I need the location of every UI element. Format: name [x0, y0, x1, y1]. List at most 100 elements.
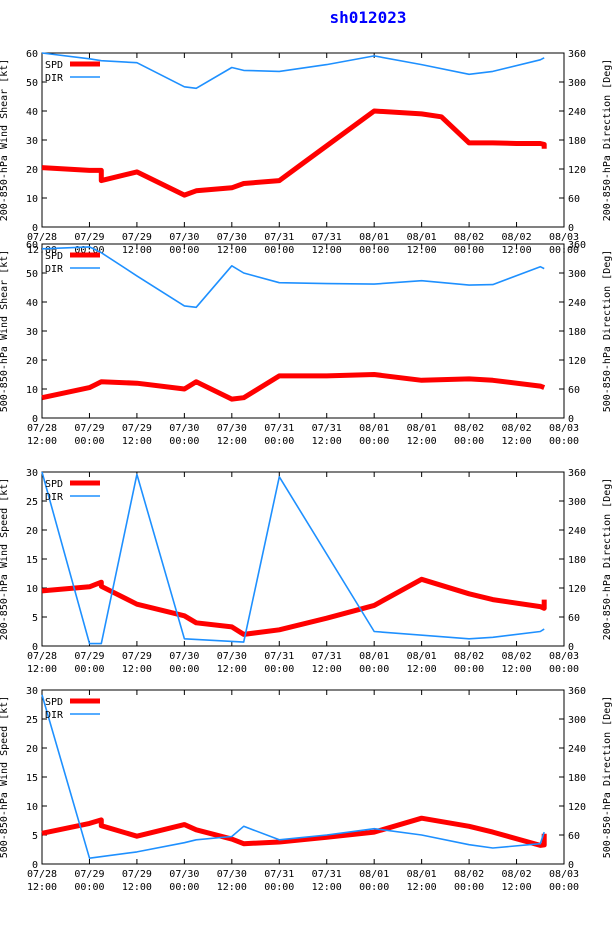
- panel-4: [41, 689, 565, 865]
- x-tick-label: 00:00: [169, 882, 199, 893]
- x-tick-label: 12:00: [217, 245, 247, 256]
- right-tick-label: 300: [568, 497, 586, 508]
- x-tick-label: 07/29: [74, 423, 104, 434]
- left-tick-label: 25: [26, 497, 38, 508]
- x-tick-label: 00:00: [549, 436, 579, 447]
- left-tick-label: 0: [32, 223, 38, 234]
- x-tick-label: 12:00: [27, 664, 57, 675]
- x-tick-label: 00:00: [264, 882, 294, 893]
- left-tick-label: 20: [26, 744, 38, 755]
- x-tick-label: 00:00: [359, 436, 389, 447]
- x-tick-label: 07/30: [217, 232, 247, 243]
- plot-frame: [41, 52, 565, 228]
- left-tick-label: 50: [26, 269, 38, 280]
- x-tick-label: 00:00: [264, 664, 294, 675]
- x-tick-label: 07/29: [122, 651, 152, 662]
- x-tick-label: 08/01: [407, 423, 437, 434]
- series-line-dir: [41, 246, 545, 309]
- x-tick-label: 07/28: [27, 869, 57, 880]
- left-tick-label: 0: [32, 414, 38, 425]
- left-tick-label: 20: [26, 356, 38, 367]
- right-tick-label: 240: [568, 298, 586, 309]
- x-tick-label: 07/31: [264, 651, 294, 662]
- x-tick-label: 12:00: [407, 882, 437, 893]
- x-tick-label: 12:00: [217, 882, 247, 893]
- x-tick-label: 00:00: [359, 882, 389, 893]
- right-tick-label: 120: [568, 802, 586, 813]
- right-tick-label: 0: [568, 642, 574, 653]
- right-tick-label: 0: [568, 223, 574, 234]
- x-tick-label: 00:00: [74, 664, 104, 675]
- right-tick-label: 0: [568, 860, 574, 871]
- x-tick-label: 08/03: [549, 651, 579, 662]
- left-tick-label: 10: [26, 385, 38, 396]
- x-tick-label: 08/02: [501, 423, 531, 434]
- series-line-spd: [41, 108, 547, 198]
- x-tick-label: 00:00: [549, 882, 579, 893]
- x-tick-label: 07/29: [122, 423, 152, 434]
- legend-label-dir: DIR: [45, 73, 64, 84]
- x-tick-label: 07/29: [74, 232, 104, 243]
- left-tick-label: 30: [26, 136, 38, 147]
- left-tick-label: 40: [26, 107, 38, 118]
- series-line-dir: [41, 52, 545, 90]
- left-axis-label: 200-850-hPa Wind Speed [kt]: [0, 478, 10, 641]
- left-tick-label: 10: [26, 802, 38, 813]
- left-axis-label: 500-850-hPa Wind Speed [kt]: [0, 696, 10, 859]
- x-tick-label: 12:00: [312, 664, 342, 675]
- left-tick-label: 15: [26, 773, 38, 784]
- left-tick-label: 40: [26, 298, 38, 309]
- right-tick-label: 180: [568, 555, 586, 566]
- x-tick-label: 12:00: [501, 664, 531, 675]
- x-tick-label: 07/31: [264, 869, 294, 880]
- left-tick-label: 25: [26, 715, 38, 726]
- x-tick-label: 07/29: [74, 651, 104, 662]
- x-tick-label: 12:00: [407, 245, 437, 256]
- x-tick-label: 07/30: [217, 869, 247, 880]
- x-tick-label: 00:00: [74, 436, 104, 447]
- x-tick-label: 07/31: [312, 869, 342, 880]
- x-tick-label: 07/28: [27, 423, 57, 434]
- x-tick-label: 08/03: [549, 232, 579, 243]
- plot-frame: [41, 471, 565, 647]
- x-tick-label: 12:00: [501, 882, 531, 893]
- right-tick-label: 180: [568, 773, 586, 784]
- right-tick-label: 360: [568, 49, 586, 60]
- right-tick-label: 300: [568, 715, 586, 726]
- x-tick-label: 00:00: [169, 245, 199, 256]
- x-tick-label: 07/30: [169, 423, 199, 434]
- legend-label-dir: DIR: [45, 710, 64, 721]
- x-tick-label: 08/01: [359, 423, 389, 434]
- left-tick-label: 30: [26, 468, 38, 479]
- left-tick-label: 5: [32, 613, 38, 624]
- left-tick-label: 10: [26, 584, 38, 595]
- right-tick-label: 60: [568, 831, 580, 842]
- left-tick-label: 20: [26, 526, 38, 537]
- x-tick-label: 07/29: [122, 232, 152, 243]
- x-tick-label: 08/02: [501, 869, 531, 880]
- x-tick-label: 00:00: [549, 664, 579, 675]
- x-tick-label: 12:00: [27, 882, 57, 893]
- left-tick-label: 30: [26, 327, 38, 338]
- x-tick-label: 08/03: [549, 423, 579, 434]
- x-tick-label: 07/31: [312, 651, 342, 662]
- series-line-dir: [41, 471, 545, 645]
- right-tick-label: 180: [568, 327, 586, 338]
- right-tick-label: 60: [568, 194, 580, 205]
- right-axis-label: 500-850-hPa Direction [Deg]: [602, 250, 613, 413]
- x-tick-label: 07/30: [169, 869, 199, 880]
- x-tick-label: 08/01: [359, 232, 389, 243]
- left-tick-label: 5: [32, 831, 38, 842]
- series-line-spd: [41, 576, 547, 637]
- legend-label-spd: SPD: [45, 251, 63, 262]
- right-tick-label: 240: [568, 744, 586, 755]
- left-tick-label: 10: [26, 194, 38, 205]
- left-tick-label: 30: [26, 686, 38, 697]
- x-tick-label: 07/30: [169, 232, 199, 243]
- right-tick-label: 120: [568, 584, 586, 595]
- x-tick-label: 12:00: [217, 436, 247, 447]
- x-tick-label: 08/01: [407, 232, 437, 243]
- right-tick-label: 300: [568, 269, 586, 280]
- x-tick-label: 07/28: [27, 232, 57, 243]
